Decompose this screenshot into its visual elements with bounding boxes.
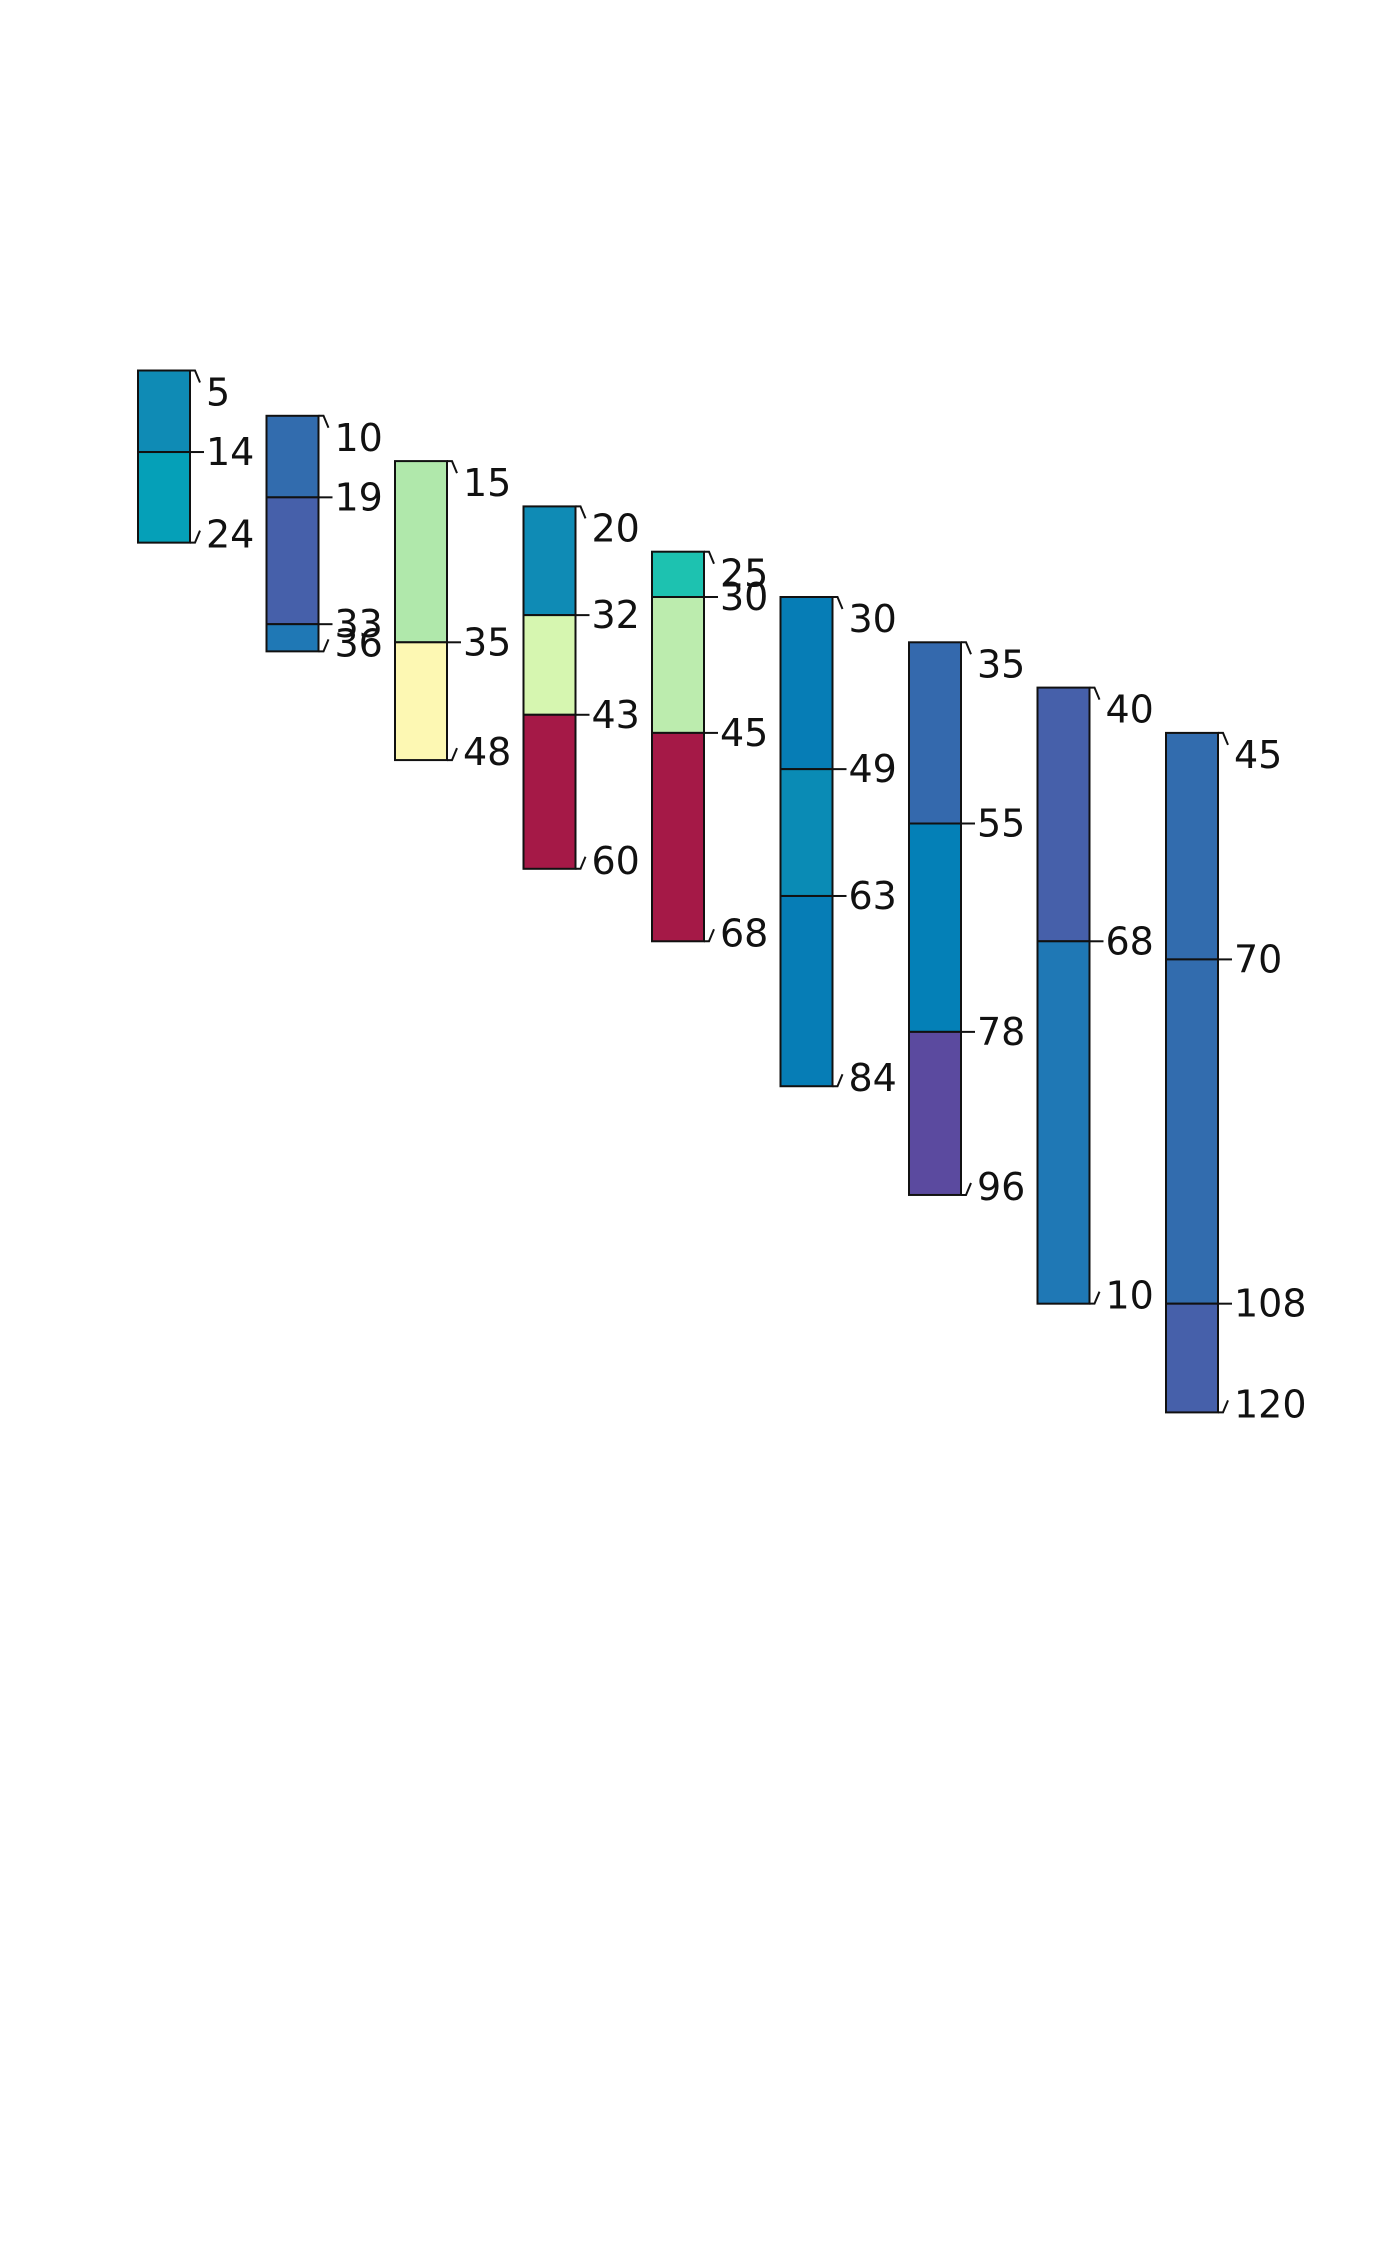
column-segment: [651, 550, 705, 599]
depth-tick: [1218, 731, 1229, 746]
depth-tick: [190, 530, 201, 544]
depth-label: 108: [1234, 1282, 1307, 1326]
depth-label: 68: [720, 911, 768, 955]
column-segment: [522, 505, 577, 617]
depth-label: 84: [849, 1056, 897, 1100]
depth-column: 20 32 43 60: [522, 505, 640, 883]
depth-tick: [447, 460, 458, 474]
depth-column: 15 35 48: [394, 460, 511, 774]
depth-label: 45: [720, 711, 768, 755]
depth-label: 70: [1234, 937, 1282, 981]
column-segment: [137, 451, 191, 544]
depth-label: 40: [1106, 688, 1154, 732]
column-segment: [265, 496, 320, 626]
depth-label: 35: [463, 620, 511, 664]
depth-tick: [961, 641, 972, 655]
column-segment: [137, 369, 191, 454]
column-segment: [779, 768, 834, 897]
column-segment: [522, 614, 577, 716]
column-segment: [1036, 940, 1091, 1305]
column-segment: [1036, 686, 1091, 943]
depth-column: 40 68 10: [1036, 686, 1154, 1318]
depth-label: 25: [720, 552, 768, 596]
depth-label: 5: [206, 371, 230, 415]
depth-tick: [704, 928, 715, 943]
depth-label: 32: [592, 593, 640, 637]
depth-label: 36: [335, 621, 383, 665]
depth-label: 30: [720, 575, 768, 619]
depth-tick: [832, 596, 844, 610]
depth-label: 49: [849, 747, 897, 791]
depth-tick: [704, 550, 715, 565]
depth-tick: [1218, 1400, 1229, 1414]
column-segment: [908, 1030, 962, 1196]
depth-label: 60: [592, 839, 640, 883]
depth-tick: [575, 505, 587, 519]
column-segment: [651, 731, 705, 943]
depth-label: 20: [592, 506, 640, 550]
depth-label: 30: [849, 597, 897, 641]
column-segment: [1165, 731, 1219, 961]
depth-label: 33: [335, 602, 383, 646]
depth-tick: [447, 747, 458, 762]
depth-label: 10: [1106, 1274, 1154, 1318]
depth-label: 96: [977, 1165, 1025, 1209]
column-segment: [779, 596, 834, 771]
depth-column: 45 70 108 120: [1165, 731, 1307, 1426]
depth-tick: [318, 414, 330, 429]
depth-column: 35 55 78 96: [908, 641, 1025, 1209]
depth-column: 30 49 63 84: [779, 596, 897, 1100]
column-segment: [394, 641, 448, 762]
depth-label: 15: [463, 461, 511, 505]
column-segment: [394, 460, 448, 644]
column-segment: [1165, 958, 1219, 1305]
depth-column: 5 14 24: [137, 369, 254, 557]
depth-label: 14: [206, 430, 254, 474]
depth-tick: [832, 1073, 844, 1088]
depth-label: 24: [206, 513, 254, 557]
column-segment: [265, 623, 320, 653]
column-segment: [1165, 1302, 1219, 1414]
depth-label: 19: [335, 475, 383, 519]
column-segment: [908, 641, 962, 825]
column-segment: [908, 822, 962, 1033]
depth-tick: [1089, 1291, 1101, 1305]
column-segment: [522, 713, 577, 870]
depth-label: 43: [592, 693, 640, 737]
depth-tick: [190, 369, 201, 383]
depth-label: 68: [1106, 919, 1154, 963]
column-segment: [651, 596, 705, 734]
depth-label: 48: [463, 730, 511, 774]
depth-label: 63: [849, 874, 897, 918]
column-segment: [779, 894, 834, 1088]
depth-tick: [575, 856, 587, 870]
depth-label: 120: [1234, 1382, 1307, 1426]
depth-label: 78: [977, 1010, 1025, 1054]
depth-label: 55: [977, 802, 1025, 846]
depth-label: 45: [1234, 733, 1282, 777]
depth-tick: [1089, 686, 1101, 700]
depth-label: 10: [335, 416, 383, 460]
depth-label: 35: [977, 642, 1025, 686]
column-segment: [265, 414, 320, 499]
depth-tick: [961, 1182, 972, 1196]
depth-tick: [318, 638, 330, 653]
